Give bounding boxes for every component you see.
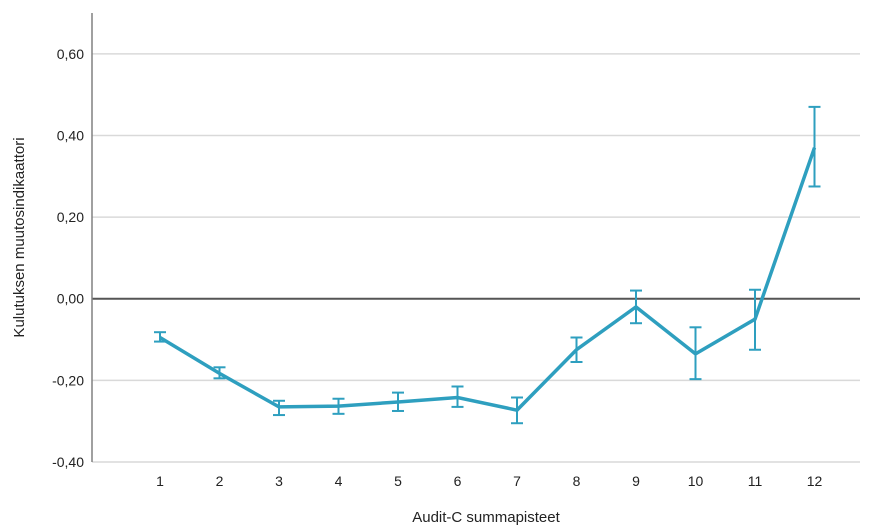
y-axis-title: Kulutuksen muutosindikaattori: [11, 137, 28, 337]
x-tick-label: 9: [632, 473, 640, 489]
x-tick-label: 3: [275, 473, 283, 489]
y-tick-label: 0,00: [57, 291, 84, 307]
x-tick-label: 5: [394, 473, 402, 489]
y-tick-label: 0,20: [57, 209, 84, 225]
y-tick-label: 0,60: [57, 46, 84, 62]
x-tick-label: 10: [688, 473, 704, 489]
grid-lines: [92, 53, 860, 463]
x-tick-label: 12: [807, 473, 823, 489]
x-axis-title: Audit-C summapisteet: [412, 509, 560, 526]
x-tick-label: 6: [454, 473, 462, 489]
y-tick-label: 0,40: [57, 127, 84, 143]
series-line: [159, 147, 817, 413]
x-tick-label: 11: [748, 473, 763, 489]
y-tick-label: -0,20: [52, 372, 84, 388]
error-bars: [154, 105, 821, 425]
x-tick-label: 2: [216, 473, 224, 489]
error-bar: [808, 105, 821, 188]
x-tick-label: 8: [573, 473, 581, 489]
y-tick-labels: -0,40 -0,20 0,00 0,20 0,40 0,60: [52, 46, 84, 470]
y-tick-label: -0,40: [52, 454, 84, 470]
x-tick-label: 4: [335, 473, 343, 489]
x-tick-label: 1: [156, 473, 164, 489]
x-tick-labels: 1 2 3 4 5 6 7 8 9 10 11 12: [156, 473, 822, 489]
x-tick-label: 7: [513, 473, 521, 489]
